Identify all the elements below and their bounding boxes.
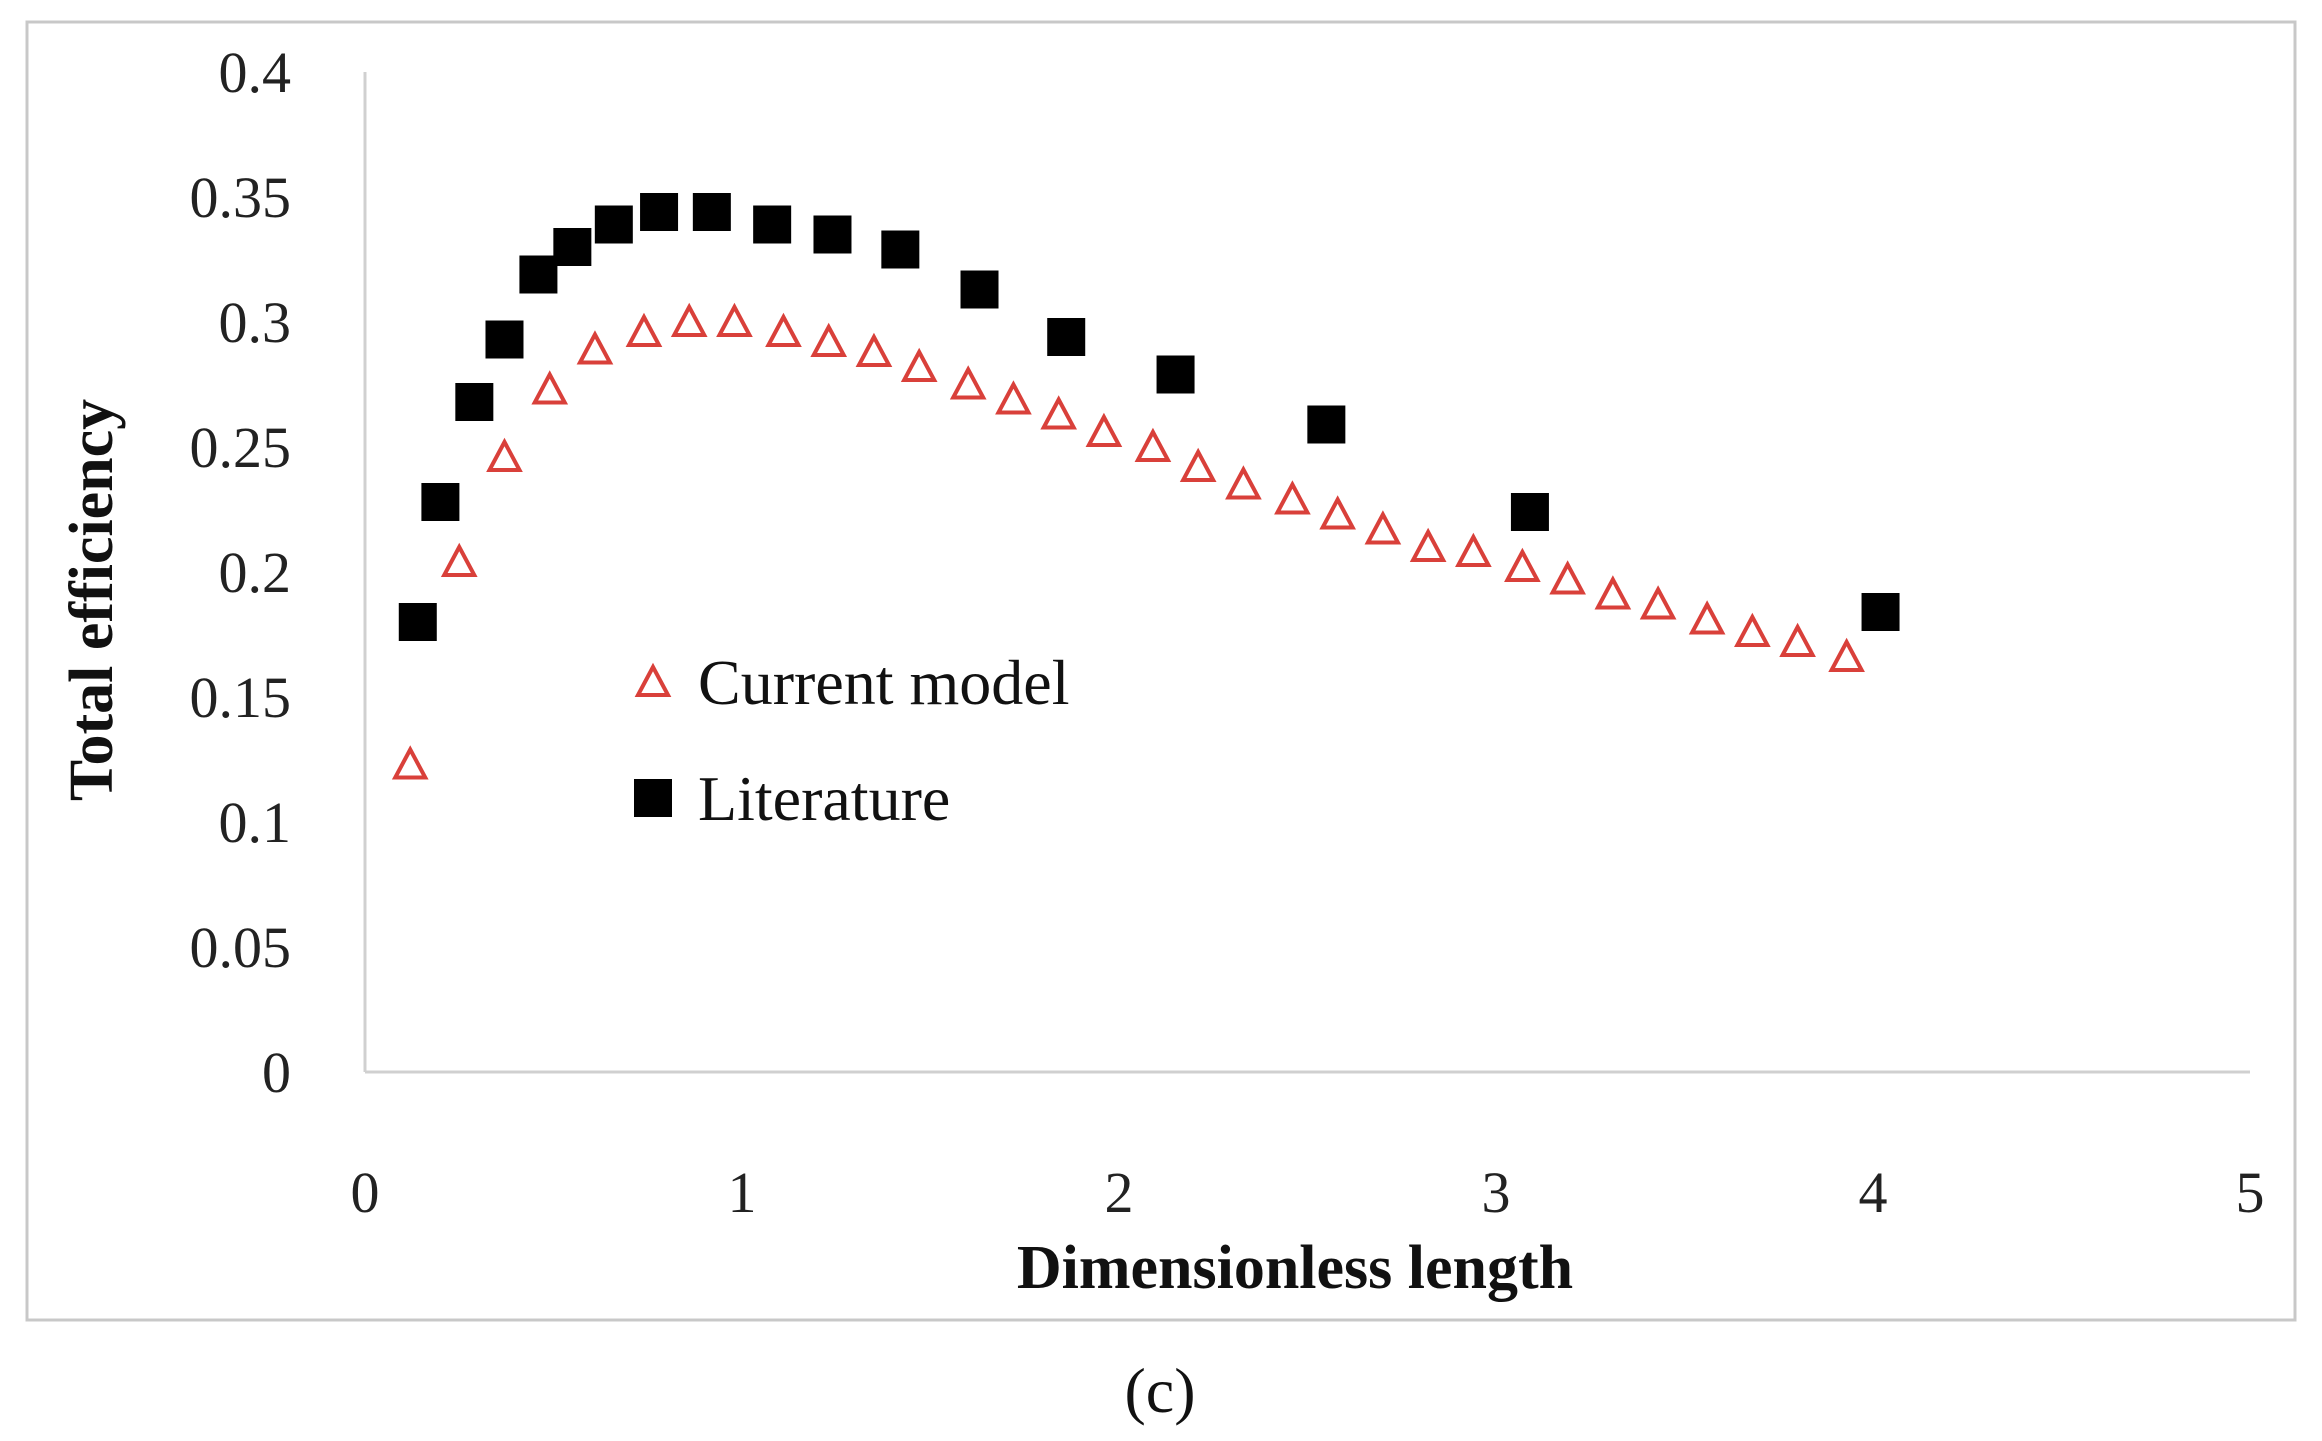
current-model-point (486, 437, 523, 472)
current-model-point (1409, 527, 1447, 562)
literature-point (553, 228, 592, 266)
current-model-point (1639, 585, 1677, 620)
current-model-point (900, 347, 938, 382)
x-tick-label: 0 (351, 1160, 380, 1225)
panel-label: (c) (1124, 1355, 1195, 1426)
x-tick-label: 1 (728, 1160, 757, 1225)
literature-point (455, 383, 494, 421)
current-model-point (1319, 495, 1357, 530)
current-model-point (1225, 465, 1262, 500)
literature-point (692, 193, 731, 231)
current-model-point (855, 332, 893, 367)
y-tick-label: 0.4 (219, 40, 292, 105)
x-tick-label: 3 (1482, 1160, 1511, 1225)
legend-label: Literature (698, 763, 950, 834)
literature-point (881, 230, 920, 269)
y-tick-label: 0.25 (190, 415, 292, 480)
literature-point (1156, 355, 1195, 394)
literature-point (1307, 405, 1346, 444)
x-axis-title: Dimensionless length (1017, 1234, 1573, 1302)
chart-frame (25, 20, 2297, 1322)
current-model-point (1040, 395, 1078, 430)
y-tick-label: 0.05 (190, 915, 292, 980)
current-model-point (1179, 447, 1217, 482)
current-model-point (949, 365, 987, 400)
y-tick-label: 0.2 (219, 540, 292, 605)
current-model-point (391, 745, 429, 780)
current-model-point (1549, 560, 1586, 595)
current-model-point (1504, 547, 1541, 582)
current-model-point (625, 312, 663, 347)
current-model-point (995, 380, 1032, 415)
current-model-point (531, 370, 569, 405)
x-tick-label: 4 (1859, 1160, 1888, 1225)
current-model-point (1455, 532, 1492, 567)
current-model-point (1274, 480, 1311, 515)
y-tick-label: 0.15 (190, 665, 292, 730)
current-model-point (1364, 510, 1402, 545)
current-model-point (1134, 427, 1172, 462)
literature-point (421, 483, 460, 521)
legend-marker-current-model (634, 662, 672, 697)
current-model-point (1734, 612, 1771, 647)
axes: 0 0.05 0.1 0.15 0.2 0.25 0.3 0.35 0.4 0 1 2 3 4 5 (190, 40, 2265, 1225)
current-model-point (1688, 600, 1726, 635)
current-model-point (1594, 575, 1632, 610)
y-tick-label: 0.1 (219, 790, 292, 855)
data-marks (391, 193, 1900, 780)
literature-point (813, 215, 852, 254)
current-model-point (1828, 637, 1865, 672)
current-model-point (810, 322, 848, 357)
y-tick-label: 0 (262, 1040, 291, 1105)
literature-point (1047, 318, 1086, 356)
current-model-point (670, 302, 708, 337)
current-model-point (440, 542, 478, 577)
legend: Current model Literature (634, 647, 1069, 834)
literature-point (398, 603, 437, 641)
current-model-point (1085, 412, 1123, 447)
current-model-point (576, 330, 614, 365)
y-axis-title: Total efficiency (58, 399, 126, 801)
literature-point (485, 320, 524, 359)
y-tick-label: 0.3 (219, 290, 292, 355)
literature-point (960, 270, 999, 309)
current-model-point (1779, 622, 1816, 657)
y-tick-label: 0.35 (190, 165, 292, 230)
legend-marker-literature (634, 779, 672, 817)
literature-point (1861, 593, 1900, 631)
literature-point (753, 205, 792, 244)
legend-label: Current model (698, 647, 1069, 718)
literature-point (640, 193, 679, 231)
x-tick-label: 5 (2236, 1160, 2265, 1225)
x-tick-label: 2 (1105, 1160, 1134, 1225)
literature-point (519, 255, 558, 294)
current-model-point (765, 312, 802, 347)
current-model-point (716, 302, 753, 337)
literature-point (1510, 493, 1549, 531)
literature-point (594, 205, 633, 244)
